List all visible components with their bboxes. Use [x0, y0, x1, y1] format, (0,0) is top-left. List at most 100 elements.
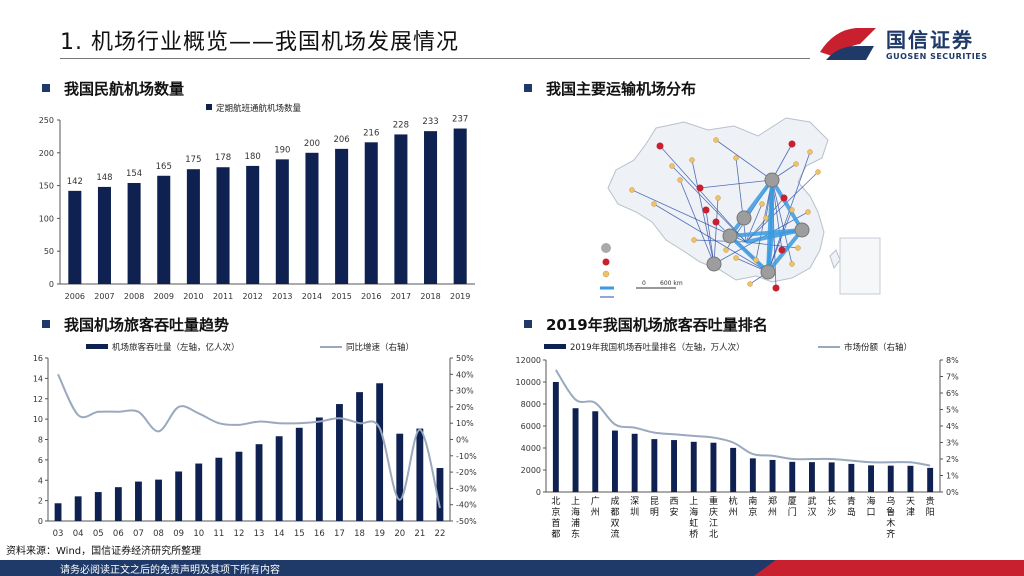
x-tick-label: 北京首都 — [551, 496, 560, 540]
trunk-route-line — [745, 228, 803, 244]
regional-hub-marker — [702, 206, 710, 214]
bar — [789, 461, 796, 492]
route-line — [755, 179, 773, 261]
bar — [769, 459, 776, 492]
legend-swatch-bar — [544, 344, 566, 349]
company-logo: 国信证券 GUOSEN SECURITIES — [816, 22, 1016, 66]
x-tick-label: 天津 — [906, 497, 915, 518]
major-hub-marker — [764, 172, 780, 188]
y-left-tick-label: 8000 — [521, 400, 541, 409]
y-right-tick-label: 5% — [946, 406, 959, 415]
data-label: 206 — [333, 135, 349, 145]
x-tick-label: 2011 — [213, 292, 233, 301]
x-tick-label: 2016 — [361, 292, 381, 301]
airport-marker — [759, 201, 765, 207]
x-tick-label: 2010 — [183, 292, 203, 301]
bar — [394, 134, 408, 284]
y-left-tick-label: 6000 — [521, 422, 541, 431]
route-line — [713, 197, 719, 265]
taiwan-outline — [829, 249, 841, 270]
major-hub-marker — [736, 210, 752, 226]
legend-label: 定期航班通航机场数量 — [216, 103, 302, 114]
bar — [887, 465, 894, 492]
y-right-tick-label: 8% — [946, 356, 959, 365]
x-tick-label: 长沙 — [827, 495, 836, 518]
bar — [453, 128, 467, 284]
legend-label-bar: 机场旅客吞吐量（左轴，亿人次） — [112, 342, 240, 353]
bar — [94, 492, 102, 521]
y-right-tick-label: 50% — [456, 354, 474, 363]
bar — [631, 433, 638, 492]
x-tick-label: 郑州 — [768, 495, 777, 518]
airport-marker — [807, 149, 813, 155]
x-tick-label: 15 — [294, 529, 305, 539]
bar — [828, 462, 835, 492]
trunk-route-line — [728, 178, 774, 238]
x-tick-label: 上海虹桥 — [689, 496, 698, 540]
airport-marker — [689, 157, 695, 163]
y-left-tick-label: 12 — [33, 395, 43, 404]
x-tick-label: 上海浦东 — [571, 496, 580, 540]
bar — [356, 392, 363, 521]
bullet-square-icon — [42, 319, 50, 328]
y-right-tick-label: 40% — [456, 370, 474, 379]
y-tick-label: 250 — [39, 116, 54, 125]
trunk-route-line — [770, 178, 804, 232]
series-line — [555, 369, 931, 467]
footer-bar: 请务必阅读正文之后的免责声明及其项下所有内容 — [0, 560, 1024, 576]
data-label: 178 — [215, 153, 231, 163]
bar — [376, 383, 384, 521]
bar — [436, 468, 444, 521]
bar — [927, 467, 934, 492]
x-tick-label: 青岛 — [847, 495, 856, 518]
data-label: 175 — [185, 155, 201, 165]
legend-label-bar: 2019年我国机场吞吐量排名（左轴，万人次） — [570, 342, 745, 353]
bar — [396, 433, 404, 521]
airport-marker — [789, 261, 795, 267]
bar — [364, 142, 378, 284]
bar — [710, 442, 717, 492]
section-title-airport-count: 我国民航机场数量 — [42, 78, 184, 99]
major-hub-marker — [760, 264, 776, 280]
bar — [336, 404, 343, 521]
bar — [730, 447, 737, 492]
y-left-tick-label: 10000 — [516, 378, 541, 387]
x-tick-label: 10 — [193, 529, 204, 539]
bar — [295, 427, 303, 521]
logo-text-cn: 国信证券 — [886, 28, 974, 52]
y-left-tick-label: 10 — [33, 415, 43, 424]
y-right-tick-label: 2% — [946, 455, 959, 464]
bar — [246, 165, 260, 284]
x-tick-label: 2008 — [124, 292, 144, 301]
regional-hub-marker — [696, 184, 704, 192]
data-label: 142 — [67, 177, 83, 187]
bar — [114, 487, 122, 521]
x-tick-label: 杭州 — [729, 495, 738, 518]
page-title: 1. 机场行业概览——我国机场发展情况 — [60, 30, 459, 55]
footer-disclaimer: 请务必阅读正文之后的免责声明及其项下所有内容 — [60, 565, 280, 576]
data-label: 233 — [422, 117, 438, 127]
legend-label-line: 市场份额（右轴） — [844, 342, 912, 353]
route-line — [679, 179, 715, 265]
airport-marker — [733, 255, 739, 261]
regional-hub-marker — [778, 246, 786, 254]
x-tick-label: 16 — [314, 529, 325, 539]
bar — [572, 408, 579, 492]
series-line — [57, 373, 441, 509]
y-right-tick-label: 0% — [946, 488, 959, 497]
airport-marker — [629, 187, 635, 193]
x-tick-label: 昆明 — [650, 496, 659, 518]
bar — [335, 148, 349, 284]
y-right-tick-label: 1% — [946, 472, 959, 481]
x-tick-label: 18 — [354, 529, 365, 539]
y-tick-label: 50 — [44, 247, 54, 256]
trunk-route-line — [728, 234, 770, 274]
source-note: 资料来源：Wind，国信证券经济研究所整理 — [6, 546, 202, 557]
data-label: 228 — [393, 120, 409, 130]
airport-marker — [651, 201, 657, 207]
regional-hub-marker — [788, 140, 796, 148]
data-label: 200 — [304, 139, 320, 149]
section-title-airport-map: 我国主要运输机场分布 — [524, 78, 696, 99]
y-left-tick-label: 2 — [38, 497, 43, 506]
map-scale-start: 0 — [642, 280, 646, 287]
